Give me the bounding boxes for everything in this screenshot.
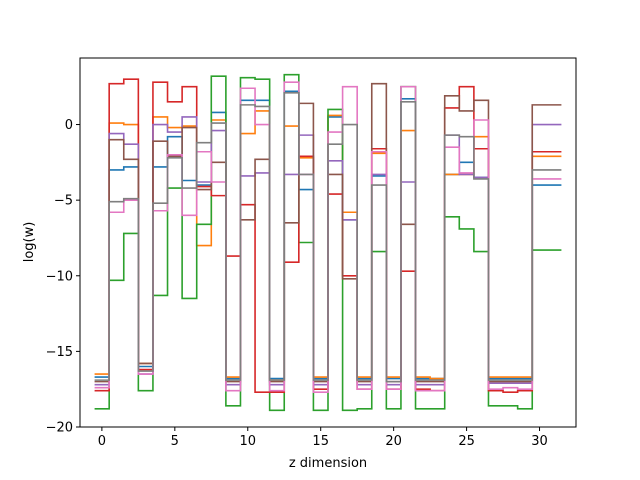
y-tick-label: −5 (54, 194, 73, 209)
y-tick-label: −15 (46, 345, 73, 360)
x-axis-ticks: 0 5 10 15 20 25 30 (98, 427, 548, 449)
y-tick-label: 0 (65, 118, 73, 133)
y-tick-label: −10 (46, 269, 73, 284)
series-line-8 (94, 91, 562, 383)
y-axis-ticks: −20 −15 −10 −5 0 (46, 118, 80, 436)
x-tick-label: 15 (312, 434, 329, 449)
x-tick-label: 30 (531, 434, 548, 449)
x-tick-label: 5 (171, 434, 179, 449)
y-axis-label: log(w) (22, 222, 37, 263)
x-axis-label: z dimension (289, 456, 367, 471)
series-line-7 (94, 81, 562, 394)
x-tick-label: 25 (458, 434, 475, 449)
plot-area-frame (79, 57, 577, 428)
series-layer (94, 73, 562, 412)
x-tick-label: 10 (239, 434, 256, 449)
y-tick-label: −20 (46, 421, 73, 436)
x-tick-label: 0 (98, 434, 106, 449)
x-tick-label: 20 (385, 434, 402, 449)
